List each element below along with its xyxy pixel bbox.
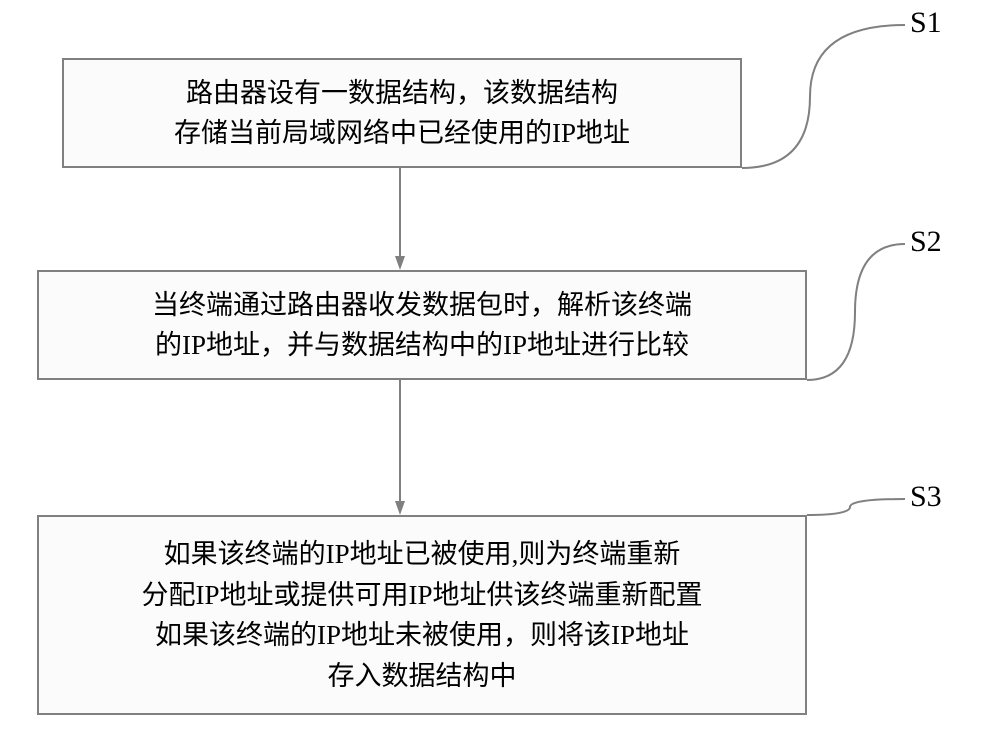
callout-s1 xyxy=(738,21,909,172)
diagram-canvas: 路由器设有一数据结构，该数据结构 存储当前局域网络中已经使用的IP地址 当终端通… xyxy=(0,0,1000,748)
flow-node-s2: 当终端通过路由器收发数据包时，解析该终端 的IP地址，并与数据结构中的IP地址进… xyxy=(37,270,807,380)
arrow-s1-s2 xyxy=(385,168,415,270)
callout-s3 xyxy=(803,495,909,519)
step-label-s1: S1 xyxy=(910,6,942,40)
arrow-s2-s3 xyxy=(385,380,415,515)
step-label-s2: S2 xyxy=(910,225,942,259)
flow-node-s2-text: 当终端通过路由器收发数据包时，解析该终端 的IP地址，并与数据结构中的IP地址进… xyxy=(152,285,692,366)
flow-node-s1: 路由器设有一数据结构，该数据结构 存储当前局域网络中已经使用的IP地址 xyxy=(62,58,742,168)
flow-node-s3: 如果该终端的IP地址已被使用,则为终端重新 分配IP地址或提供可用IP地址供该终… xyxy=(37,515,807,715)
flow-node-s1-text: 路由器设有一数据结构，该数据结构 存储当前局域网络中已经使用的IP地址 xyxy=(174,73,630,154)
callout-s2 xyxy=(803,240,909,384)
flow-node-s3-text: 如果该终端的IP地址已被使用,则为终端重新 分配IP地址或提供可用IP地址供该终… xyxy=(141,534,702,696)
step-label-s3: S3 xyxy=(910,480,942,514)
